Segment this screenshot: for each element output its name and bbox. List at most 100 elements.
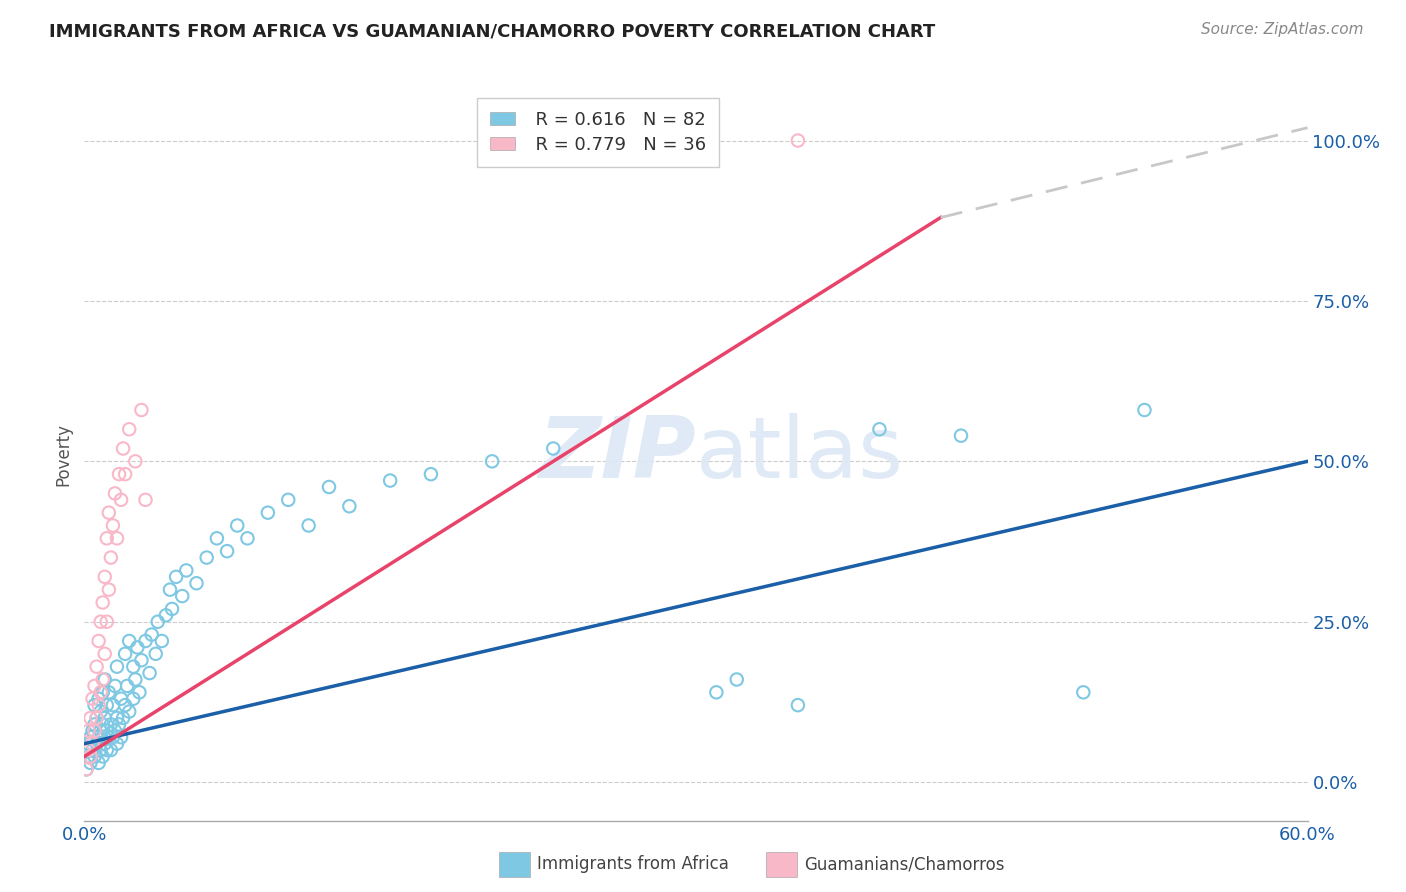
Point	[150, 634, 173, 648]
Text: Immigrants from Africa: Immigrants from Africa	[537, 855, 728, 873]
Point	[83, 717, 105, 731]
Y-axis label: Poverty: Poverty	[55, 424, 73, 486]
Point	[172, 589, 194, 603]
Point	[104, 723, 127, 738]
Point	[87, 730, 110, 744]
Point	[146, 615, 169, 629]
Point	[787, 698, 810, 713]
Point	[141, 627, 163, 641]
Point	[91, 595, 114, 609]
Point	[127, 640, 149, 655]
Point	[93, 711, 115, 725]
Point	[787, 134, 810, 148]
Point	[115, 679, 138, 693]
Point	[97, 730, 120, 744]
Point	[96, 723, 118, 738]
Point	[87, 634, 110, 648]
Point	[114, 698, 136, 713]
Point	[93, 673, 115, 687]
Point	[118, 705, 141, 719]
Point	[96, 743, 118, 757]
Point	[93, 570, 115, 584]
Point	[86, 711, 108, 725]
Point	[339, 500, 361, 514]
Point	[93, 647, 115, 661]
Point	[112, 442, 135, 456]
Point	[83, 723, 105, 738]
Point	[82, 723, 104, 738]
Point	[122, 659, 145, 673]
Point	[118, 422, 141, 436]
Point	[869, 422, 891, 436]
Point	[96, 532, 118, 546]
Point	[79, 749, 101, 764]
Text: Source: ZipAtlas.com: Source: ZipAtlas.com	[1201, 22, 1364, 37]
Point	[90, 743, 112, 757]
Point	[104, 679, 127, 693]
Point	[110, 691, 132, 706]
Point	[236, 532, 259, 546]
Point	[82, 737, 104, 751]
Point	[110, 730, 132, 744]
Point	[108, 467, 131, 482]
Point	[174, 563, 197, 577]
Point	[159, 582, 181, 597]
Point	[101, 730, 124, 744]
Point	[105, 659, 128, 673]
Point	[91, 673, 114, 687]
Point	[82, 691, 104, 706]
Point	[75, 762, 97, 776]
Point	[75, 762, 97, 776]
Point	[420, 467, 443, 482]
Point	[950, 428, 973, 442]
Point	[160, 602, 183, 616]
Point	[83, 749, 105, 764]
Point	[543, 442, 565, 456]
Point	[131, 403, 153, 417]
Point	[124, 673, 146, 687]
Point	[96, 615, 118, 629]
Point	[104, 486, 127, 500]
Point	[131, 653, 153, 667]
Point	[86, 711, 108, 725]
Point	[135, 492, 157, 507]
Legend:   R = 0.616   N = 82,   R = 0.779   N = 36: R = 0.616 N = 82, R = 0.779 N = 36	[477, 98, 718, 167]
Point	[112, 711, 135, 725]
Text: IMMIGRANTS FROM AFRICA VS GUAMANIAN/CHAMORRO POVERTY CORRELATION CHART: IMMIGRANTS FROM AFRICA VS GUAMANIAN/CHAM…	[49, 22, 935, 40]
Point	[96, 698, 118, 713]
Point	[114, 467, 136, 482]
Point	[217, 544, 239, 558]
Point	[101, 698, 124, 713]
Point	[122, 691, 145, 706]
Point	[226, 518, 249, 533]
Point	[87, 756, 110, 770]
Point	[186, 576, 208, 591]
Point	[100, 743, 122, 757]
Point	[91, 749, 114, 764]
Point	[86, 659, 108, 673]
Point	[83, 679, 105, 693]
Point	[114, 647, 136, 661]
Point	[79, 711, 101, 725]
Point	[165, 570, 187, 584]
Point	[90, 705, 112, 719]
Point	[97, 506, 120, 520]
Point	[87, 698, 110, 713]
Point	[101, 518, 124, 533]
Point	[195, 550, 218, 565]
Point	[138, 666, 160, 681]
Point	[93, 737, 115, 751]
Point	[90, 685, 112, 699]
Point	[298, 518, 321, 533]
Point	[83, 698, 105, 713]
Point	[86, 737, 108, 751]
Point	[79, 756, 101, 770]
Point	[1073, 685, 1095, 699]
Point	[110, 492, 132, 507]
Text: ZIP: ZIP	[538, 413, 696, 497]
Point	[100, 550, 122, 565]
Point	[318, 480, 340, 494]
Point	[100, 717, 122, 731]
Point	[118, 634, 141, 648]
Point	[97, 685, 120, 699]
